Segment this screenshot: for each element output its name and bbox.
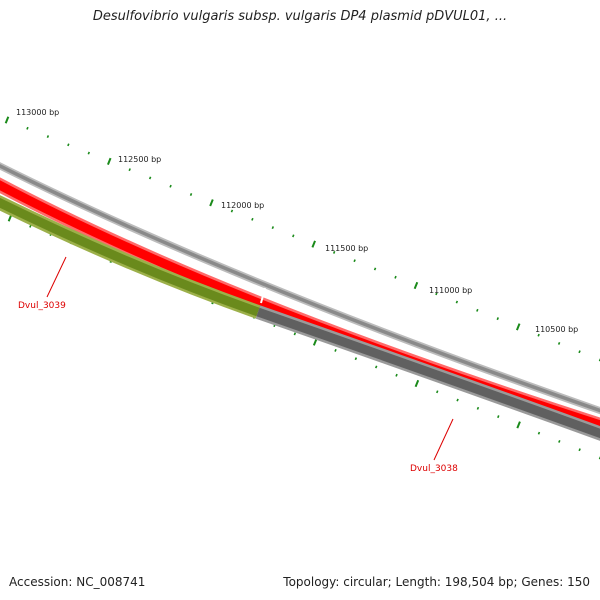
minor-tick	[271, 226, 275, 230]
scale-label: 113000 bp	[16, 108, 59, 117]
minor-tick	[455, 300, 459, 304]
minor-tick	[436, 390, 439, 394]
minor-tick	[435, 292, 438, 296]
minor-tick	[87, 151, 91, 155]
major-tick	[209, 199, 214, 207]
minor-tick	[128, 168, 131, 172]
gene-label-text: Dvul_3038	[410, 464, 458, 474]
scale-labels: 113000 bp 112500 bp 112000 bp 111500 bp …	[16, 108, 578, 334]
scale-label: 112500 bp	[118, 155, 161, 164]
minor-tick	[557, 341, 561, 345]
minor-tick	[578, 350, 581, 354]
minor-tick	[46, 135, 50, 139]
major-tick	[311, 240, 316, 248]
minor-tick	[558, 439, 561, 443]
minor-tick	[537, 431, 541, 435]
gene-dvul-3038[interactable]	[255, 305, 600, 441]
major-tick	[515, 323, 521, 331]
minor-tick	[373, 267, 377, 271]
minor-tick	[293, 332, 297, 336]
major-tick	[4, 116, 10, 124]
minor-tick	[189, 193, 193, 196]
major-tick	[107, 157, 112, 165]
minor-tick	[537, 333, 540, 337]
minor-tick	[394, 275, 397, 279]
backbone-arc	[0, 164, 600, 413]
scale-label: 111000 bp	[429, 286, 472, 295]
minor-tick	[169, 184, 172, 188]
backbone-arc-shadow	[0, 162, 600, 415]
minor-tick	[497, 415, 500, 419]
minor-tick	[354, 357, 358, 361]
minor-tick	[476, 308, 479, 312]
scale-label: 110500 bp	[535, 325, 578, 334]
gene-label-dvul-3038[interactable]: Dvul_3038	[410, 418, 458, 474]
topology-summary: Topology: circular; Length: 198,504 bp; …	[283, 575, 590, 589]
minor-tick	[292, 234, 295, 238]
scale-label: 111500 bp	[325, 244, 368, 253]
upper-scale-ticks	[4, 116, 600, 362]
minor-tick	[395, 373, 398, 377]
minor-tick	[251, 217, 254, 221]
minor-tick	[456, 398, 459, 402]
map-title: Desulfovibrio vulgaris subsp. vulgaris D…	[92, 9, 508, 24]
minor-tick	[148, 176, 152, 180]
minor-tick	[334, 348, 337, 352]
minor-tick	[476, 406, 480, 410]
scale-label: 112000 bp	[221, 201, 264, 210]
minor-tick	[67, 143, 70, 147]
major-tick	[516, 421, 521, 429]
major-tick	[312, 338, 318, 346]
major-tick	[414, 379, 420, 388]
gene-leader-line	[433, 418, 454, 461]
accession-label: Accession: NC_008741	[9, 575, 146, 589]
minor-tick	[374, 365, 378, 369]
minor-tick	[230, 209, 234, 213]
minor-tick	[578, 448, 581, 452]
gene-label-text: Dvul_3039	[18, 301, 66, 311]
gene-label-dvul-3039[interactable]: Dvul_3039	[18, 256, 67, 311]
gene-dvul-3039[interactable]	[0, 195, 261, 319]
minor-tick	[332, 250, 336, 254]
gene-leader-line	[46, 256, 67, 298]
minor-tick	[26, 126, 29, 130]
minor-tick	[353, 259, 356, 263]
forward-strand-track	[0, 177, 600, 433]
minor-tick	[29, 224, 32, 228]
minor-tick	[496, 317, 499, 321]
major-tick	[413, 281, 419, 290]
